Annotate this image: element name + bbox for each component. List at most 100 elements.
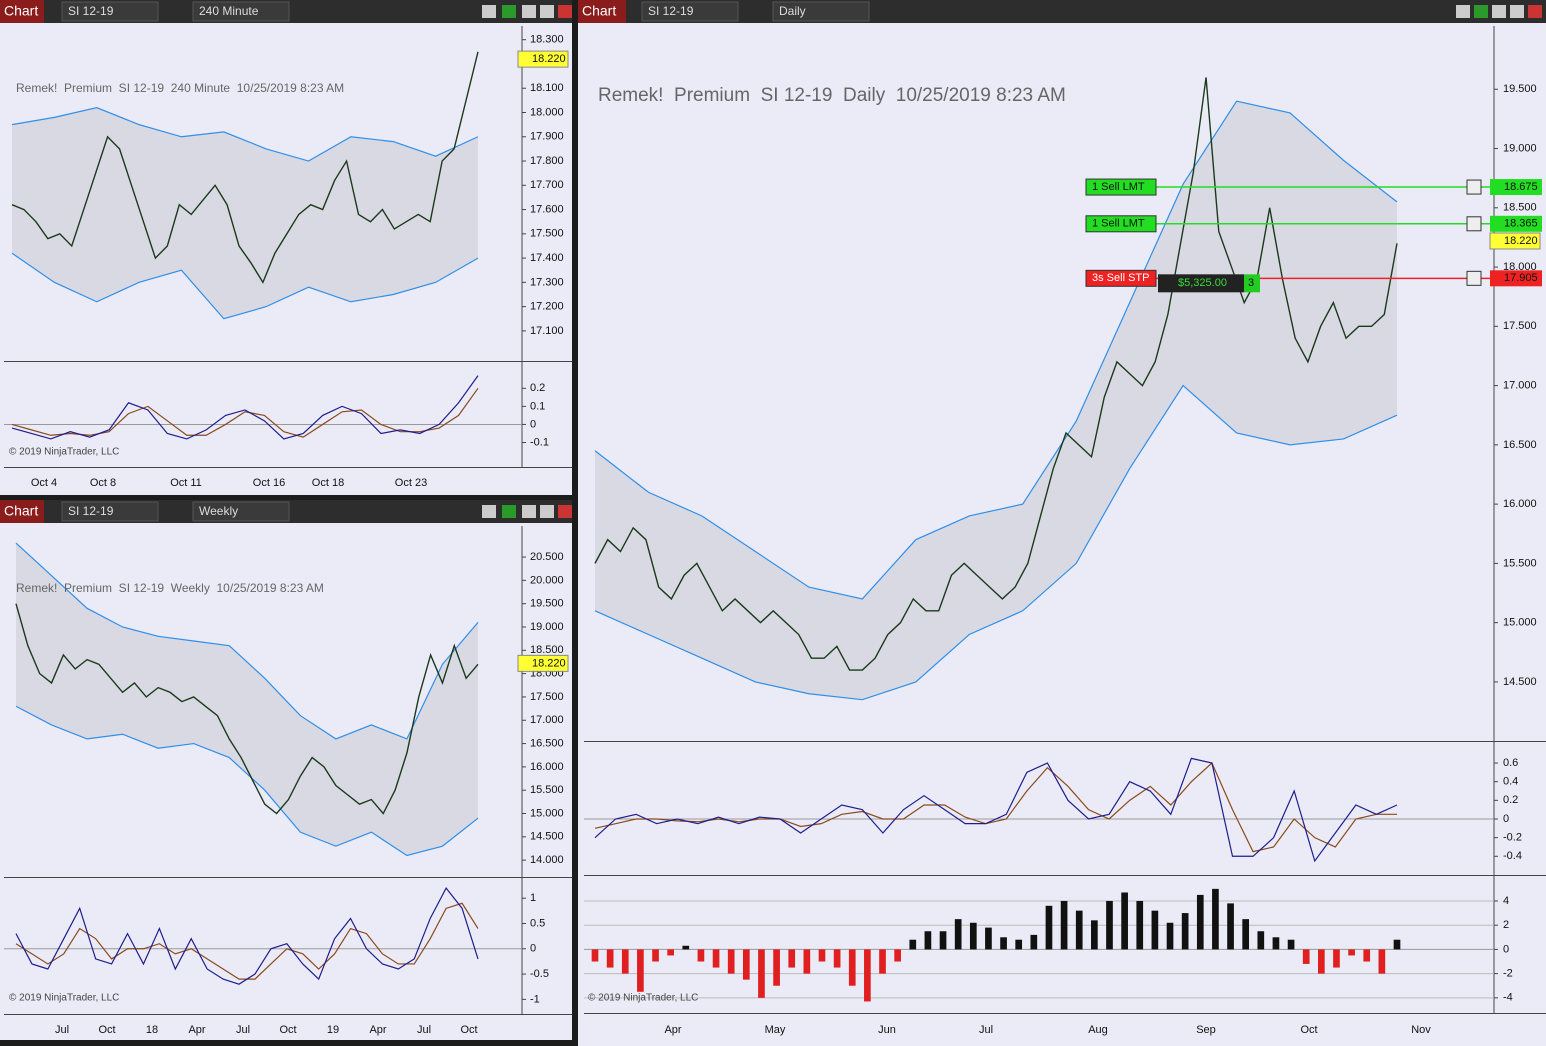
- position-pnl: $5,325.00: [1178, 277, 1227, 289]
- button[interactable]: [540, 505, 554, 518]
- button[interactable]: [522, 5, 536, 18]
- instrument-selector[interactable]: [61, 1, 159, 22]
- x-tick-label: Oct 11: [170, 477, 202, 489]
- instrument[interactable]: SI 12-19: [648, 4, 694, 18]
- histogram-bar: [727, 949, 735, 974]
- histogram-bar: [1333, 949, 1340, 968]
- x-tick-label: Oct 4: [31, 477, 57, 489]
- last-price-label: 18.220: [532, 53, 566, 65]
- y-tick-label: 4: [1503, 895, 1509, 907]
- button[interactable]: [502, 505, 516, 518]
- y-tick-label: 14.000: [530, 854, 564, 866]
- button[interactable]: [482, 505, 496, 518]
- chart-tab[interactable]: [578, 0, 626, 23]
- order-label-box: [1085, 269, 1157, 287]
- price-line: [594, 77, 1398, 671]
- order-price-label: 18.365: [1504, 218, 1538, 230]
- button[interactable]: [502, 5, 516, 18]
- instrument[interactable]: SI 12-19: [68, 504, 114, 518]
- y-tick-label: 17.800: [530, 155, 564, 167]
- y-tick-label: -0.2: [1503, 832, 1522, 844]
- histogram-bar: [652, 949, 659, 962]
- y-tick-label: 1: [530, 892, 536, 904]
- histogram-bar: [1106, 900, 1113, 950]
- histogram-bar: [667, 949, 675, 956]
- histogram-bar: [1151, 910, 1159, 950]
- interval-selector[interactable]: [192, 1, 290, 22]
- chart-watermark: Remek! Premium SI 12-19 Weekly 10/25/201…: [16, 581, 324, 595]
- histogram-bar: [712, 949, 720, 968]
- y-tick-label: 0.4: [1503, 776, 1518, 788]
- button[interactable]: [1510, 5, 1524, 18]
- histogram-bar: [1091, 920, 1098, 950]
- button[interactable]: [522, 505, 536, 518]
- histogram-bar: [969, 922, 977, 950]
- instrument-selector[interactable]: [641, 1, 739, 22]
- y-tick-label: 17.600: [530, 203, 564, 215]
- button[interactable]: [1456, 5, 1470, 18]
- histogram-bar: [864, 949, 871, 1002]
- histogram-bar: [758, 949, 765, 998]
- y-tick-label: -0.5: [530, 968, 549, 980]
- band-fill: [12, 107, 478, 319]
- order-label-box: [1085, 178, 1157, 196]
- y-tick-label: -2: [1503, 968, 1513, 980]
- interval-selector[interactable]: [772, 1, 870, 22]
- close-button[interactable]: [1528, 5, 1542, 18]
- y-tick-label: 20.500: [530, 551, 564, 563]
- histogram-bar: [1393, 939, 1401, 950]
- chart-tab[interactable]: [0, 0, 44, 23]
- fast-line: [15, 887, 479, 985]
- interval[interactable]: 240 Minute: [199, 4, 259, 18]
- histogram-bar: [621, 949, 629, 974]
- histogram-bar: [1348, 949, 1355, 956]
- histogram-bar: [1302, 949, 1310, 964]
- histogram-bar: [954, 919, 962, 950]
- y-tick-label: 17.000: [1503, 379, 1537, 391]
- y-tick-label: 17.400: [530, 252, 564, 264]
- close-button[interactable]: [558, 5, 572, 18]
- x-tick-label: Jul: [236, 1024, 250, 1036]
- button[interactable]: [482, 5, 496, 18]
- order-price-tag: [1490, 215, 1542, 232]
- copyright: © 2019 NinjaTrader, LLC: [588, 993, 698, 1004]
- lower-band: [594, 384, 1398, 701]
- y-tick-label: 18.500: [530, 644, 564, 656]
- y-tick-label: 0: [1503, 813, 1509, 825]
- chart-tab-label[interactable]: Chart: [582, 3, 616, 19]
- instrument[interactable]: SI 12-19: [68, 4, 114, 18]
- y-tick-label: 0: [530, 418, 536, 430]
- y-tick-label: 18.500: [1503, 202, 1537, 214]
- x-tick-label: Jun: [878, 1024, 896, 1036]
- button[interactable]: [1492, 5, 1506, 18]
- x-tick-label: Sep: [1196, 1024, 1216, 1036]
- interval-selector[interactable]: [192, 501, 290, 522]
- chart-tab-label[interactable]: Chart: [4, 3, 38, 19]
- y-tick-label: 15.500: [530, 784, 564, 796]
- y-tick-label: -1: [530, 993, 540, 1005]
- x-tick-label: 18: [146, 1024, 158, 1036]
- instrument-selector[interactable]: [61, 501, 159, 522]
- order-price-label: 18.675: [1504, 181, 1538, 193]
- y-tick-label: -4: [1503, 992, 1513, 1004]
- button[interactable]: [1474, 5, 1488, 18]
- y-tick-label: 0.2: [530, 382, 545, 394]
- last-price-label: 18.220: [532, 657, 566, 669]
- histogram-bar: [848, 949, 856, 986]
- close-button[interactable]: [558, 505, 572, 518]
- button[interactable]: [540, 5, 554, 18]
- y-tick-label: 20.000: [530, 574, 564, 586]
- x-tick-label: Apr: [188, 1024, 205, 1036]
- chart-tab[interactable]: [0, 500, 44, 523]
- chart-tab-label[interactable]: Chart: [4, 503, 38, 519]
- histogram-bar: [697, 949, 705, 962]
- histogram-bar: [1060, 900, 1068, 950]
- interval[interactable]: Daily: [779, 4, 806, 18]
- histogram-bar: [1181, 913, 1189, 950]
- histogram-bar: [1015, 939, 1023, 950]
- lower-band: [15, 705, 479, 857]
- interval[interactable]: Weekly: [199, 504, 238, 518]
- last-price-tag: [517, 50, 569, 68]
- x-tick-label: Aug: [1088, 1024, 1108, 1036]
- upper-band: [15, 542, 479, 740]
